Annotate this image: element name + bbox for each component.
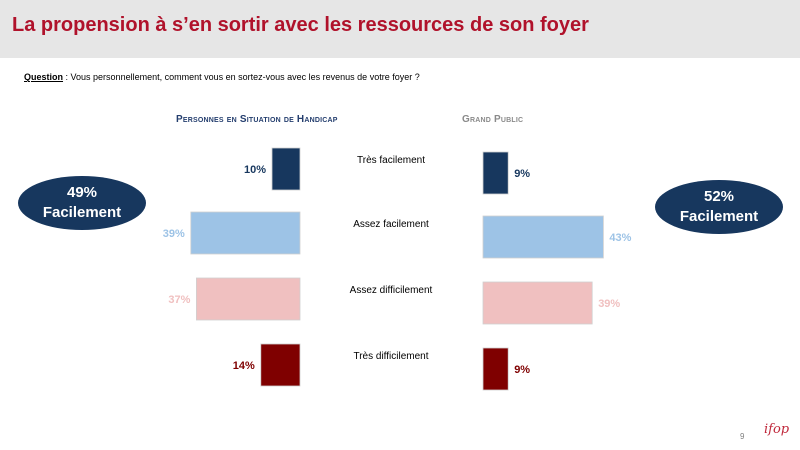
question-separator: : bbox=[63, 72, 71, 82]
panel-title-right: Grand Public bbox=[462, 114, 524, 125]
panel-title-left: Personnes en Situation de Handicap bbox=[176, 114, 338, 125]
category-label: Très facilement bbox=[357, 155, 425, 166]
page-title: La propension à s’en sortir avec les res… bbox=[12, 14, 589, 36]
summary-badge-left: 49% Facilement bbox=[18, 176, 146, 230]
question-line: Question : Vous personnellement, comment… bbox=[24, 72, 420, 82]
data-label-left: 39% bbox=[163, 228, 185, 240]
summary-badge-right: 52% Facilement bbox=[655, 180, 783, 234]
bar-right bbox=[482, 281, 593, 325]
data-label-right: 39% bbox=[598, 298, 620, 310]
question-text: Vous personnellement, comment vous en so… bbox=[70, 72, 420, 82]
bar-left bbox=[271, 147, 301, 191]
bar-right bbox=[482, 215, 604, 259]
badge-left-label: Facilement bbox=[42, 204, 122, 221]
badge-left-value: 49% bbox=[66, 184, 98, 201]
bar-right bbox=[482, 151, 509, 195]
data-label-right: 9% bbox=[514, 168, 530, 180]
ifop-logo: ifop bbox=[764, 422, 790, 437]
bar-right bbox=[482, 347, 509, 391]
category-label: Assez difficilement bbox=[350, 285, 433, 296]
data-label-left: 37% bbox=[168, 294, 190, 306]
data-label-right: 43% bbox=[609, 232, 631, 244]
bar-left bbox=[190, 211, 301, 255]
badge-right-value: 52% bbox=[703, 188, 735, 205]
page-number: 9 bbox=[740, 432, 745, 441]
data-label-left: 14% bbox=[233, 360, 255, 372]
category-label: Très difficilement bbox=[353, 351, 428, 362]
data-label-right: 9% bbox=[514, 364, 530, 376]
header-band bbox=[0, 0, 800, 58]
category-label: Assez facilement bbox=[353, 219, 429, 230]
question-label: Question bbox=[24, 72, 64, 82]
badge-right-label: Facilement bbox=[679, 208, 759, 225]
data-label-left: 10% bbox=[244, 164, 266, 176]
bar-left bbox=[260, 343, 301, 387]
bar-left bbox=[195, 277, 301, 321]
